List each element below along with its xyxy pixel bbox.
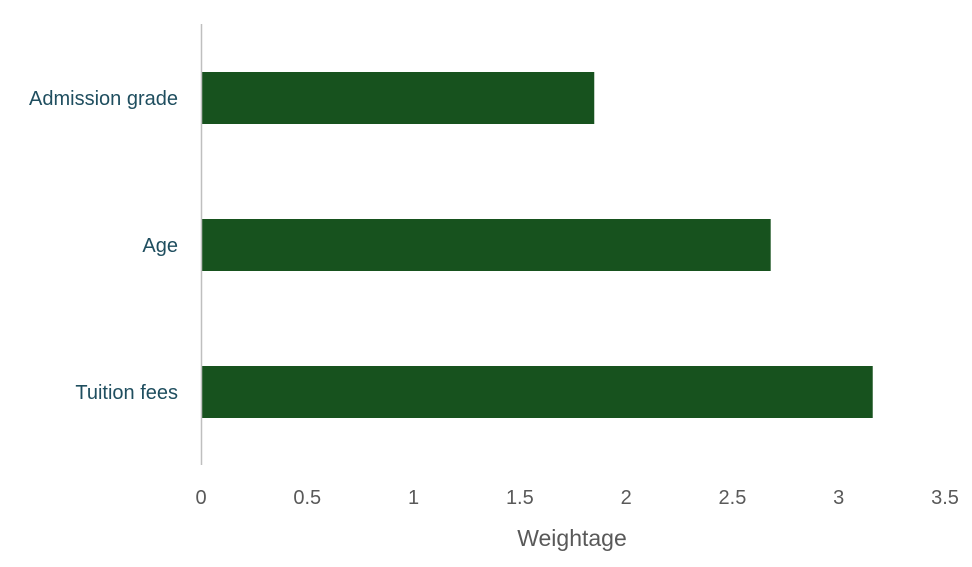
x-tick-label: 0 bbox=[195, 487, 206, 509]
x-tick-label: 0.5 bbox=[293, 487, 321, 509]
x-axis-title: Weightage bbox=[517, 525, 627, 551]
x-tick-label: 2 bbox=[621, 487, 632, 509]
x-tick-label: 1 bbox=[408, 487, 419, 509]
category-label: Admission grade bbox=[29, 88, 178, 110]
x-tick-labels: 0 0.5 1 1.5 2 2.5 3 3.5 bbox=[195, 487, 958, 509]
x-tick-label: 3 bbox=[833, 487, 844, 509]
x-tick-label: 3.5 bbox=[931, 487, 959, 509]
x-tick-label: 1.5 bbox=[506, 487, 534, 509]
category-label: Tuition fees bbox=[75, 382, 178, 404]
category-labels: Admission grade Age Tuition fees bbox=[29, 88, 178, 404]
x-tick-label: 2.5 bbox=[719, 487, 747, 509]
bar-admission-grade bbox=[202, 72, 595, 124]
bars-group bbox=[202, 72, 873, 418]
category-label: Age bbox=[142, 235, 178, 257]
bar-age bbox=[202, 219, 771, 271]
bar-tuition-fees bbox=[202, 366, 873, 418]
